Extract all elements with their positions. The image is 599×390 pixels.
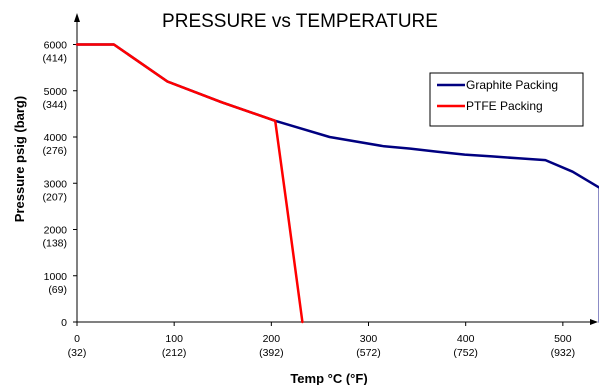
y-tick-sublabel: (207) — [42, 191, 67, 203]
x-axis-label: Temp °C (°F) — [290, 371, 367, 385]
x-tick-label: 200 — [263, 333, 281, 345]
legend-label-graphite: Graphite Packing — [466, 78, 558, 92]
y-tick-sublabel: (276) — [42, 145, 67, 157]
chart-title: PRESSURE vs TEMPERATURE — [162, 11, 438, 32]
legend-label-ptfe: PTFE Packing — [466, 99, 543, 113]
series-line-ptfe-packing — [75, 43, 304, 324]
y-tick-label: 2000 — [44, 225, 68, 237]
x-tick-label: 0 — [74, 333, 80, 345]
legend-box — [429, 72, 584, 127]
y-tick-sublabel: (414) — [42, 53, 67, 65]
axes — [73, 13, 598, 326]
y-tick-label: 3000 — [44, 178, 68, 190]
y-tick-sublabel: (138) — [42, 238, 67, 250]
y-tick-sublabel: (344) — [42, 99, 67, 111]
y-tick-label: 0 — [61, 317, 67, 329]
y-tick-label: 1000 — [44, 271, 68, 283]
x-tick-sublabel: (212) — [162, 347, 187, 359]
legend: Graphite Packing PTFE Packing — [429, 72, 584, 127]
x-tick-label: 500 — [554, 333, 572, 345]
x-tick-label: 300 — [360, 333, 378, 345]
x-tick-label: 100 — [165, 333, 183, 345]
y-tick-label: 5000 — [44, 86, 68, 98]
x-tick-label: 400 — [457, 333, 475, 345]
tick-labels: 0 (32) 100 (212) 200 (392) 300 (572) 400 (752) 500… — [42, 40, 575, 360]
y-axis-arrow — [74, 13, 80, 22]
x-axis-arrow — [590, 319, 598, 325]
y-tick-label: 6000 — [44, 40, 68, 52]
y-tick-sublabel: (69) — [48, 284, 67, 296]
y-axis-label: Pressure psig (barg) — [12, 96, 27, 222]
series-lines — [75, 43, 599, 324]
x-tick-sublabel: (752) — [453, 347, 478, 359]
y-tick-label: 4000 — [44, 132, 68, 144]
x-tick-sublabel: (572) — [356, 347, 381, 359]
x-tick-sublabel: (32) — [68, 347, 87, 359]
x-tick-sublabel: (932) — [551, 347, 576, 359]
x-tick-sublabel: (392) — [259, 347, 284, 359]
